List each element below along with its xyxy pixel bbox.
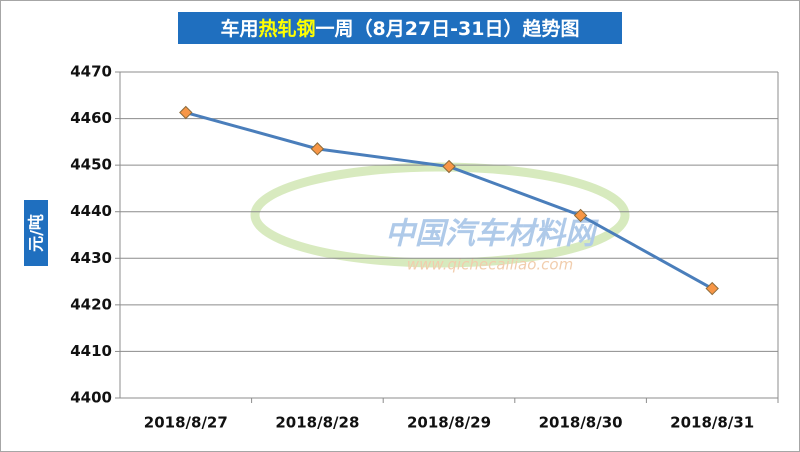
x-tick-label: 2018/8/29 bbox=[407, 414, 491, 432]
marker bbox=[310, 142, 325, 156]
chart-title: 车用热轧钢一周（8月27日-31日）趋势图 bbox=[220, 17, 579, 40]
x-tick-label: 2018/8/28 bbox=[275, 414, 359, 432]
y-tick-label: 4460 bbox=[70, 109, 112, 127]
x-tick-label: 2018/8/30 bbox=[539, 414, 623, 432]
watermark: 中国汽车材料网 www.qichecailiao.com bbox=[250, 162, 630, 274]
y-tick-label: 4450 bbox=[70, 156, 112, 174]
y-tick-label: 4470 bbox=[70, 63, 112, 81]
watermark-logo bbox=[250, 162, 630, 268]
y-axis-label: 元/吨 bbox=[27, 214, 46, 252]
title-highlight: 热轧钢 bbox=[259, 17, 316, 40]
watermark-text: 中国汽车材料网 bbox=[385, 217, 599, 252]
marker bbox=[179, 105, 193, 120]
title-part: 车用 bbox=[220, 17, 258, 40]
y-tick-label: 4420 bbox=[70, 295, 112, 313]
marker bbox=[705, 281, 719, 296]
marker bbox=[442, 159, 456, 174]
title-part: 一周（8月27日-31日）趋势图 bbox=[316, 17, 580, 40]
y-tick-label: 4400 bbox=[70, 389, 112, 407]
title-box bbox=[178, 12, 622, 44]
y-tick-label: 4410 bbox=[70, 342, 112, 360]
y-tick-label: 4440 bbox=[70, 202, 112, 220]
x-tick-label: 2018/8/27 bbox=[144, 414, 228, 432]
y-tick-label: 4430 bbox=[70, 249, 112, 267]
y-label-box bbox=[24, 200, 48, 266]
marker bbox=[573, 208, 588, 223]
x-tick-label: 2018/8/31 bbox=[670, 414, 754, 432]
watermark-url: www.qichecailiao.com bbox=[407, 256, 573, 274]
